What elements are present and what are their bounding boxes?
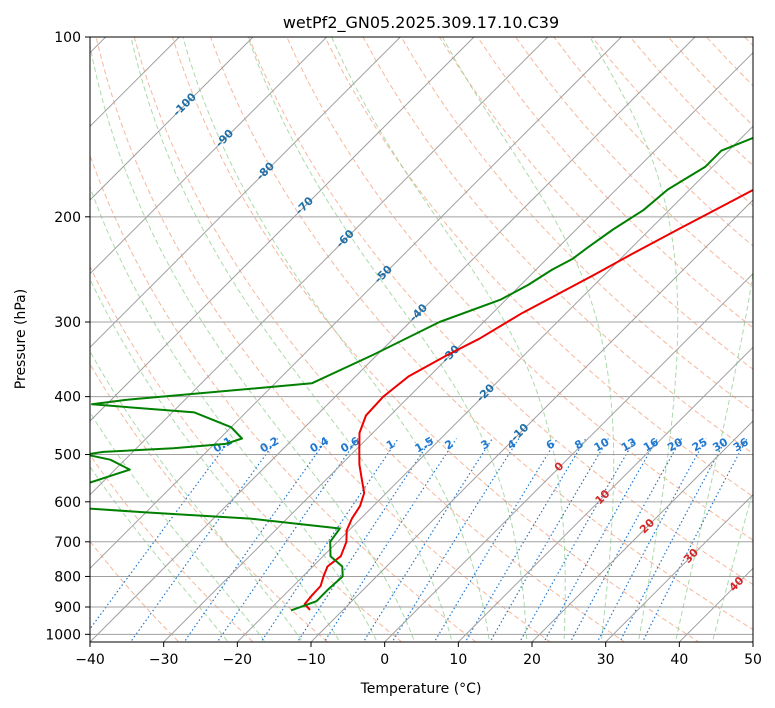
dry-adiabat-line <box>90 363 329 642</box>
mixing-ratio-line <box>569 438 683 642</box>
y-tick-label: 800 <box>54 569 81 585</box>
x-tick-label: 40 <box>670 652 688 668</box>
mixing-ratio-line <box>296 438 433 642</box>
dry-adiabat-line <box>171 37 700 642</box>
mixing-ratio-line <box>619 438 727 642</box>
x-axis-ticks: −40 −30 −20 −10 0 10 20 30 40 50 <box>75 642 762 668</box>
dry-adiabat-line <box>324 37 753 498</box>
moist-adiabat-line <box>441 37 615 642</box>
x-tick-label: −10 <box>296 652 326 668</box>
mixing-ratio-line <box>464 438 587 642</box>
x-tick-label: 30 <box>597 652 615 668</box>
dewpoint-profile <box>90 136 753 612</box>
y-tick-label: 600 <box>54 495 81 511</box>
x-tick-label: 0 <box>380 652 389 668</box>
isotherm-gridline <box>90 37 475 422</box>
isotherm-gridline <box>384 272 753 642</box>
isotherm-gridline <box>90 37 401 349</box>
isotherm-gridline <box>163 51 753 642</box>
plot-area: -100-90-80-70-60-50-40-30-20-10010203040… <box>90 37 753 642</box>
x-tick-label: −20 <box>223 652 253 668</box>
moist-adiabat-line <box>90 42 416 642</box>
moist-adiabat-line <box>589 37 679 642</box>
y-tick-label: 400 <box>54 390 81 406</box>
moist-adiabats <box>90 37 753 642</box>
mixing-ratio-line <box>596 438 707 642</box>
isotherm-gridline <box>90 37 328 275</box>
mixing-ratio-line <box>260 438 399 642</box>
plot-frame <box>89 36 754 643</box>
moist-adiabat-line <box>711 489 753 642</box>
temperature-profile <box>303 188 753 611</box>
moist-adiabat-line <box>90 185 378 642</box>
isotherm-gridline <box>90 37 622 570</box>
moist-adiabat-line <box>90 277 341 642</box>
isotherm-gridline <box>310 199 753 642</box>
dry-adiabat-line <box>90 540 180 642</box>
x-tick-label: −30 <box>149 652 179 668</box>
y-axis-ticks: 100 200 300 400 500 600 700 800 900 1000 <box>45 30 90 643</box>
y-tick-label: 1000 <box>45 627 81 643</box>
isotherm-gridline <box>90 37 549 496</box>
grid-lines <box>90 37 753 642</box>
x-tick-label: 10 <box>449 652 467 668</box>
moist-adiabat-line <box>247 37 528 642</box>
dry-adiabat-line <box>438 37 753 370</box>
mixing-ratio-line <box>433 438 558 642</box>
dry-adiabat-line <box>90 153 477 642</box>
y-axis-label: Pressure (hPa) <box>13 289 29 389</box>
moist-adiabat-line <box>90 411 267 642</box>
isotherm-gridline <box>457 346 753 642</box>
dry-adiabat-line <box>286 37 753 541</box>
x-axis-label: Temperature (°C) <box>360 681 482 697</box>
isotherm-gridline <box>236 125 753 642</box>
y-tick-label: 300 <box>54 315 81 331</box>
x-tick-label: 20 <box>523 652 541 668</box>
y-tick-label: 500 <box>54 448 81 464</box>
mixing-ratio-line <box>90 438 232 630</box>
x-tick-label: −40 <box>75 652 105 668</box>
mixing-ratio-line <box>543 438 658 642</box>
moist-adiabat-line <box>674 270 753 642</box>
profile-series <box>90 136 753 612</box>
mixing-ratio-line <box>489 438 609 642</box>
dry-adiabat-line <box>95 37 552 642</box>
y-tick-label: 700 <box>54 535 81 551</box>
mixing-ratio-line <box>519 438 637 642</box>
mixing-ratio-line <box>362 438 493 642</box>
y-tick-label: 900 <box>54 600 81 616</box>
moist-adiabat-line <box>331 37 566 642</box>
isotherm-gridline <box>531 420 753 642</box>
moist-adiabat-line <box>90 465 229 642</box>
mixing-ratio-lines <box>90 438 748 642</box>
dry-adiabat-line <box>209 37 753 631</box>
moist-adiabat-line <box>182 37 491 642</box>
chart-title: wetPf2_GN05.2025.309.17.10.C39 <box>283 13 559 33</box>
mixing-ratio-line <box>129 438 279 642</box>
isotherm-gridline <box>90 37 254 201</box>
isotherm-gridline <box>90 37 696 642</box>
y-tick-label: 100 <box>54 30 81 46</box>
isotherm-gridline <box>605 493 753 642</box>
moist-adiabat-line <box>130 37 453 642</box>
dry-adiabat-line <box>362 37 753 455</box>
x-tick-label: 50 <box>744 652 762 668</box>
dry-adiabat-line <box>477 37 753 329</box>
y-tick-label: 200 <box>54 210 81 226</box>
